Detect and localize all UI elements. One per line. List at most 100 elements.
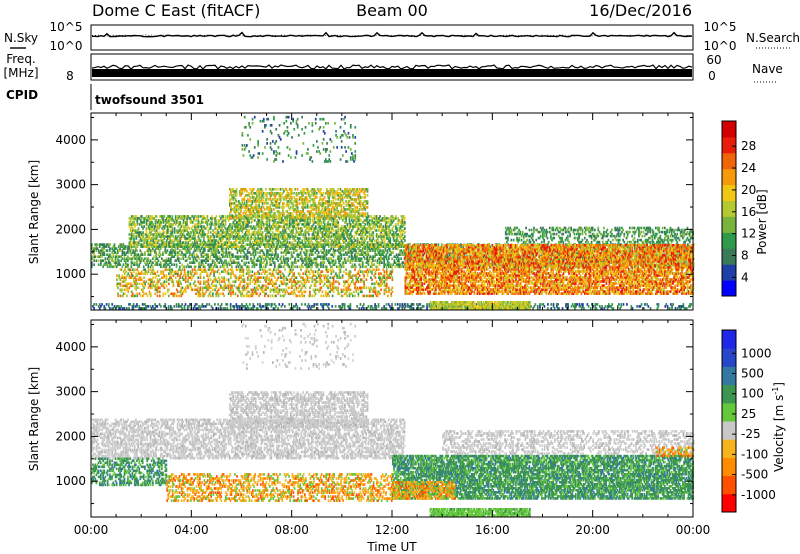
echo-cell [342, 253, 345, 256]
echo-cell [407, 243, 409, 246]
echo-cell [323, 245, 326, 248]
echo-cell [177, 259, 180, 262]
echo-cell [296, 255, 299, 258]
echo-cell [364, 247, 366, 250]
echo-cell [399, 253, 401, 256]
echo-cell [289, 247, 292, 250]
echo-cell [295, 261, 297, 264]
echo-cell [297, 255, 300, 258]
echo-cell [217, 243, 220, 246]
echo-cell [251, 265, 253, 269]
echo-cell [210, 249, 213, 252]
echo-cell [210, 263, 213, 266]
echo-cell [561, 257, 564, 260]
echo-cell [294, 259, 296, 262]
echo-cell [102, 245, 104, 248]
echo-cell [114, 263, 117, 266]
echo-cell [280, 255, 283, 258]
echo-cell [243, 247, 246, 250]
echo-cell [357, 251, 360, 254]
echo-cell [184, 259, 187, 262]
echo-cell [385, 303, 388, 306]
cpid-label: CPID [6, 88, 38, 102]
echo-cell [117, 263, 119, 266]
echo-cell [211, 307, 214, 310]
echo-cell [186, 251, 189, 254]
echo-cell [174, 249, 177, 252]
echo-cell [110, 263, 112, 266]
echo-cell [121, 257, 124, 260]
echo-cell [101, 249, 103, 252]
echo-cell [359, 253, 362, 256]
echo-cell [216, 247, 218, 250]
echo-cell [304, 247, 306, 250]
echo-cell [95, 245, 98, 248]
echo-cell [305, 249, 308, 252]
echo-cell [196, 303, 198, 306]
echo-cell [196, 259, 198, 262]
echo-cell [130, 263, 133, 266]
echo-cell [156, 261, 159, 264]
echo-cell [203, 253, 206, 256]
echo-cell [126, 307, 128, 310]
echo-cell [395, 247, 398, 250]
echo-cell [370, 265, 373, 269]
echo-cell [305, 257, 308, 260]
echo-cell [200, 247, 203, 250]
echo-cell [253, 219, 256, 222]
echo-cell [313, 243, 316, 246]
echo-cell [256, 251, 259, 254]
echo-cell [135, 247, 137, 250]
echo-cell [417, 257, 419, 260]
echo-cell [158, 249, 161, 252]
echo-cell [582, 303, 584, 306]
echo-cell [272, 261, 275, 264]
echo-cell [198, 265, 200, 269]
echo-cell [119, 243, 121, 246]
echo-cell [215, 265, 217, 269]
echo-cell [97, 249, 100, 252]
echo-cell [242, 255, 244, 258]
echo-cell [272, 257, 275, 260]
echo-cell [460, 245, 462, 248]
echo-cell [307, 257, 310, 260]
echo-cell [206, 255, 208, 258]
echo-cell [308, 261, 311, 264]
echo-cell [332, 263, 335, 266]
echo-cell [277, 307, 279, 310]
echo-cell [219, 257, 222, 260]
echo-cell [156, 257, 159, 260]
echo-cell [170, 259, 172, 262]
echo-cell [594, 257, 597, 260]
echo-cell [359, 263, 362, 266]
echo-cell [93, 303, 95, 306]
echo-cell [570, 253, 573, 256]
echo-cell [119, 245, 121, 248]
echo-cell [100, 261, 102, 264]
echo-cell [279, 265, 282, 269]
echo-cell [350, 255, 353, 258]
echo-cell [241, 265, 243, 269]
echo-cell [277, 255, 279, 258]
echo-cell [136, 259, 138, 262]
echo-cell [321, 243, 324, 246]
echo-cell [278, 265, 281, 269]
echo-cell [163, 231, 166, 234]
echo-cell [223, 261, 225, 264]
echo-cell [396, 255, 399, 258]
cpid-panel: CPID twofsound 3501 [6, 84, 204, 110]
echo-cell [396, 265, 399, 269]
echo-cell [270, 263, 273, 266]
echo-cell [228, 253, 231, 256]
echo-cell [347, 259, 349, 262]
noise-right-tick-top: 10^5 [704, 20, 737, 34]
echo-cell [266, 261, 268, 264]
echo-cell [262, 223, 265, 226]
echo-cell [121, 265, 124, 269]
echo-cell [128, 243, 130, 246]
echo-cell [280, 247, 283, 250]
echo-cell [496, 243, 498, 246]
echo-cell [287, 263, 290, 266]
echo-cell [385, 249, 388, 252]
